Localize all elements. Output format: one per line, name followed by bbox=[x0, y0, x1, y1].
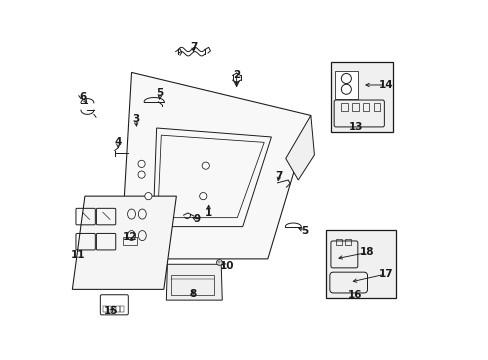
Bar bbox=[171, 275, 214, 295]
FancyBboxPatch shape bbox=[100, 295, 128, 315]
Circle shape bbox=[216, 260, 222, 265]
Polygon shape bbox=[285, 116, 314, 180]
Circle shape bbox=[144, 193, 152, 200]
Text: 6: 6 bbox=[80, 92, 86, 102]
Polygon shape bbox=[166, 264, 222, 300]
Bar bbox=[334, 71, 357, 99]
Bar bbox=[103, 306, 106, 312]
Text: 1: 1 bbox=[204, 208, 212, 218]
Bar bbox=[362, 103, 368, 111]
Circle shape bbox=[202, 162, 209, 169]
Text: 5: 5 bbox=[156, 88, 163, 98]
Text: 8: 8 bbox=[188, 289, 196, 299]
Text: 9: 9 bbox=[193, 215, 200, 224]
Bar bbox=[351, 103, 358, 111]
Text: 5: 5 bbox=[301, 226, 308, 236]
Text: 12: 12 bbox=[122, 232, 137, 242]
Circle shape bbox=[341, 84, 351, 94]
Polygon shape bbox=[121, 72, 310, 259]
Bar bbox=[112, 306, 115, 312]
Text: 16: 16 bbox=[347, 290, 362, 300]
Text: 15: 15 bbox=[103, 306, 118, 316]
Text: 7: 7 bbox=[275, 171, 282, 181]
Text: 2: 2 bbox=[232, 70, 240, 80]
Text: 7: 7 bbox=[189, 42, 197, 51]
Bar bbox=[336, 239, 341, 245]
Bar bbox=[120, 306, 124, 312]
Circle shape bbox=[199, 193, 206, 200]
Bar bbox=[116, 306, 120, 312]
Text: 18: 18 bbox=[360, 247, 374, 257]
Text: 14: 14 bbox=[378, 80, 393, 90]
Circle shape bbox=[138, 171, 145, 178]
Bar bbox=[341, 103, 347, 111]
Polygon shape bbox=[72, 196, 176, 289]
Text: 17: 17 bbox=[378, 269, 393, 279]
Text: 3: 3 bbox=[132, 114, 139, 124]
Text: 11: 11 bbox=[70, 250, 85, 260]
Bar bbox=[107, 306, 111, 312]
Bar bbox=[325, 230, 395, 298]
Bar bbox=[344, 239, 350, 245]
Bar bbox=[373, 103, 379, 111]
Ellipse shape bbox=[133, 121, 140, 133]
Text: 10: 10 bbox=[219, 261, 233, 271]
Bar bbox=[330, 62, 392, 132]
Circle shape bbox=[138, 160, 145, 167]
Text: 13: 13 bbox=[348, 122, 363, 132]
Text: 4: 4 bbox=[114, 138, 122, 147]
Circle shape bbox=[341, 73, 351, 84]
